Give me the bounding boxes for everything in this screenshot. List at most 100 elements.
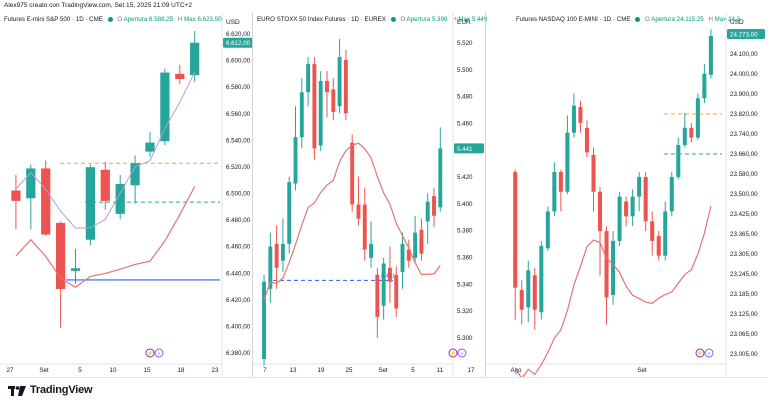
candle-body[interactable] — [387, 267, 392, 282]
candle-body[interactable] — [663, 211, 668, 256]
candlestick-chart[interactable]: EUR5.5205.5005.4805.4605.4405.4205.4005.… — [253, 12, 485, 377]
candle-body[interactable] — [419, 229, 424, 254]
candle-body[interactable] — [617, 196, 622, 241]
candle-body[interactable] — [565, 132, 570, 192]
candle-body[interactable] — [274, 243, 279, 268]
y-tick-label: 23.580,00 — [730, 171, 758, 178]
candle-body[interactable] — [100, 169, 110, 201]
candle-body[interactable] — [630, 196, 635, 217]
candle-body[interactable] — [145, 142, 155, 152]
candle-body[interactable] — [597, 191, 603, 232]
chart-panel-sp500[interactable]: Futures E-mini S&P 500 · 1D · CME O Aper… — [0, 12, 253, 377]
brand-logo[interactable]: TradingView — [8, 384, 93, 396]
candle-body[interactable] — [55, 222, 66, 290]
candle-body[interactable] — [331, 89, 336, 112]
candle-body[interactable] — [70, 268, 81, 271]
candle-body[interactable] — [369, 243, 374, 258]
arrow-icon[interactable]: » — [704, 348, 714, 358]
candlestick-chart[interactable]: USD 6.620,00 6.600,00 6.580,00 6.560,00 6.540… — [0, 12, 253, 377]
candle-body[interactable] — [262, 281, 266, 359]
candle-body[interactable] — [545, 211, 550, 249]
candle-body[interactable] — [637, 176, 642, 197]
candle-body[interactable] — [41, 168, 51, 235]
candle-body[interactable] — [584, 127, 589, 153]
candle-body[interactable] — [394, 274, 399, 309]
candle-body[interactable] — [343, 59, 348, 114]
candle-body[interactable] — [425, 201, 430, 222]
x-tick-label: Set — [378, 367, 388, 374]
y-tick-label: 23.065,00 — [730, 331, 758, 338]
candlestick-chart[interactable]: USD24.200,0024.100,0024.000,0023.900,002… — [486, 12, 768, 380]
candle-body[interactable] — [406, 249, 411, 261]
candle-body[interactable] — [676, 144, 681, 177]
candle-body[interactable] — [400, 243, 405, 272]
candle-body[interactable] — [604, 231, 609, 298]
candle-body[interactable] — [689, 127, 694, 138]
candle-body[interactable] — [11, 190, 21, 201]
candle-body[interactable] — [532, 275, 537, 310]
candle-body[interactable] — [513, 172, 518, 288]
candle-body[interactable] — [293, 137, 298, 184]
panel-divider[interactable] — [485, 12, 486, 377]
candle-body[interactable] — [299, 92, 304, 138]
creator-line: Alex975 creato con TradingView.com, Set … — [4, 2, 192, 9]
candle-body[interactable] — [350, 142, 355, 205]
candle-body[interactable] — [85, 167, 96, 240]
tradingview-logo-icon — [8, 384, 26, 396]
candle-body[interactable] — [337, 57, 342, 107]
candle-body[interactable] — [312, 64, 317, 149]
candle-body[interactable] — [413, 232, 418, 258]
candle-body[interactable] — [115, 184, 125, 214]
candle-body[interactable] — [318, 80, 323, 146]
candle-body[interactable] — [708, 36, 713, 75]
candle-body[interactable] — [381, 263, 386, 306]
candle-body[interactable] — [656, 236, 661, 256]
arrow-icon[interactable]: » — [457, 348, 467, 358]
y-tick-label: 6.560,00 — [226, 111, 251, 118]
candle-body[interactable] — [611, 240, 616, 296]
candle-body[interactable] — [130, 163, 140, 186]
candle-body[interactable] — [280, 243, 285, 261]
brand-name: TradingView — [30, 384, 93, 396]
event-icon[interactable]: ⚡ — [448, 348, 458, 358]
arrow-icon[interactable]: » — [154, 348, 164, 358]
candle-body[interactable] — [669, 176, 674, 212]
chart-panel-nasdaq100[interactable]: Futures NASDAQ 100 E-MINI · 1D · CME O A… — [486, 12, 768, 380]
x-tick-label: 19 — [318, 367, 325, 374]
candle-body[interactable] — [695, 98, 700, 138]
candle-body[interactable] — [325, 80, 329, 93]
candle-body[interactable] — [682, 127, 687, 145]
high-label: H — [177, 16, 183, 23]
candle-body[interactable] — [287, 182, 292, 244]
candle-body[interactable] — [160, 72, 170, 142]
event-icon[interactable]: ⚡ — [695, 348, 705, 358]
candle-body[interactable] — [175, 73, 185, 80]
candle-body[interactable] — [268, 246, 273, 289]
y-tick-label: 6.520,00 — [226, 164, 251, 171]
candle-body[interactable] — [432, 196, 436, 216]
candle-body[interactable] — [578, 106, 583, 123]
candle-body[interactable] — [519, 290, 524, 310]
candle-body[interactable] — [650, 221, 655, 241]
candle-body[interactable] — [375, 274, 380, 317]
candle-body[interactable] — [558, 172, 563, 192]
candle-body[interactable] — [552, 172, 557, 212]
candle-body[interactable] — [539, 245, 544, 313]
candle-body[interactable] — [190, 42, 200, 76]
candle-body[interactable] — [526, 270, 531, 308]
candle-body[interactable] — [356, 204, 361, 219]
candle-body[interactable] — [306, 64, 311, 93]
candle-body[interactable] — [624, 201, 629, 217]
candle-body[interactable] — [643, 176, 648, 222]
chart-panel-stoxx50[interactable]: EURO STOXX 50 Index Futures · 1D · EUREX… — [253, 12, 487, 377]
candle-body[interactable] — [362, 204, 367, 250]
candle-body[interactable] — [571, 105, 576, 133]
panel-divider[interactable] — [252, 12, 253, 377]
candle-body[interactable] — [591, 154, 596, 192]
price-label-bg — [223, 37, 253, 48]
candle-body[interactable] — [438, 148, 443, 208]
y-tick-label: 6.500,00 — [226, 191, 251, 198]
event-icon[interactable]: ⚡ — [145, 348, 155, 358]
candle-body[interactable] — [702, 73, 707, 99]
candle-body[interactable] — [26, 168, 36, 199]
